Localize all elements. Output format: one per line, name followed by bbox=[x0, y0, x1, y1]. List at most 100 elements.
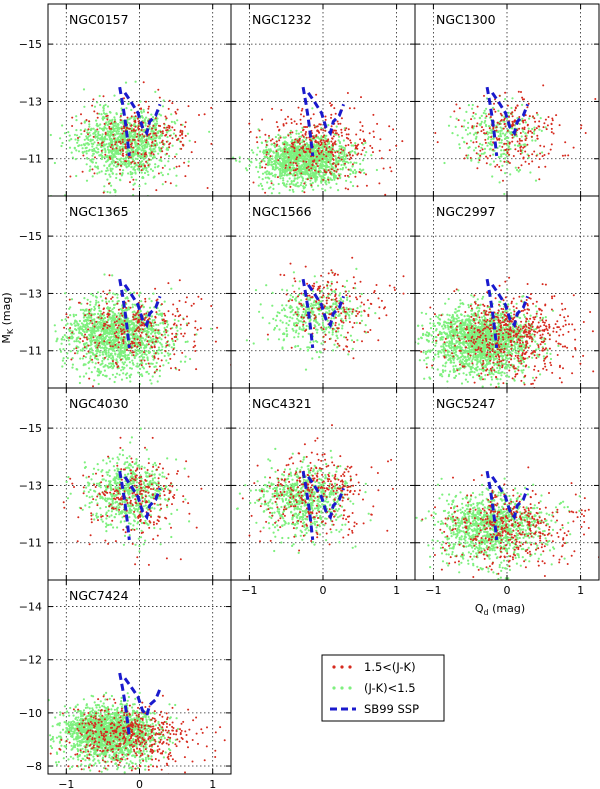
point-red bbox=[506, 104, 509, 107]
point-blue-ish bbox=[110, 141, 113, 144]
point-blue-ish bbox=[154, 332, 157, 335]
point-blue-ish bbox=[92, 132, 95, 135]
point-red bbox=[488, 127, 491, 130]
point-blue-ish bbox=[108, 347, 111, 351]
point-blue-ish bbox=[340, 152, 343, 155]
point-blue-ish bbox=[105, 127, 108, 130]
point-red bbox=[567, 154, 570, 157]
point-red bbox=[382, 167, 385, 170]
point-blue-ish bbox=[126, 118, 129, 121]
point-blue-ish bbox=[456, 134, 459, 137]
point-blue-ish bbox=[62, 348, 65, 351]
point-red bbox=[104, 131, 107, 134]
point-blue-ish bbox=[147, 173, 150, 176]
point-blue-ish bbox=[150, 130, 153, 133]
point-blue-ish bbox=[326, 143, 329, 146]
point-blue-ish bbox=[292, 183, 295, 186]
point-blue-ish bbox=[117, 132, 120, 135]
point-red bbox=[265, 153, 268, 156]
point-red bbox=[544, 165, 547, 168]
point-blue-ish bbox=[121, 135, 124, 138]
point-blue-ish bbox=[506, 144, 509, 147]
point-red bbox=[312, 113, 315, 116]
point-red bbox=[80, 113, 82, 116]
point-blue-ish bbox=[104, 103, 107, 106]
point-red bbox=[484, 141, 487, 144]
point-blue-ish bbox=[365, 151, 368, 154]
point-blue-ish bbox=[297, 145, 300, 148]
point-blue-ish bbox=[175, 174, 178, 177]
point-blue-ish bbox=[155, 124, 158, 127]
point-blue-ish bbox=[74, 158, 77, 161]
point-red bbox=[361, 149, 364, 152]
point-blue-ish bbox=[300, 175, 303, 178]
point-red bbox=[150, 151, 153, 154]
point-red bbox=[167, 107, 170, 110]
point-blue-ish bbox=[104, 172, 107, 176]
point-blue-ish bbox=[94, 303, 97, 306]
point-blue-ish bbox=[325, 160, 328, 163]
point-blue-ish bbox=[80, 144, 83, 147]
point-blue-ish bbox=[113, 154, 116, 157]
point-red bbox=[371, 147, 374, 149]
point-blue-ish bbox=[471, 107, 474, 110]
point-red bbox=[173, 129, 176, 131]
point-blue-ish bbox=[208, 130, 211, 133]
point-blue-ish bbox=[118, 353, 121, 356]
point-blue-ish bbox=[159, 322, 162, 325]
point-blue-ish bbox=[136, 149, 139, 152]
point-red bbox=[472, 111, 475, 114]
point-blue-ish bbox=[132, 167, 135, 170]
point-red bbox=[539, 144, 542, 147]
point-blue-ish bbox=[269, 186, 272, 189]
point-blue-ish bbox=[149, 340, 153, 343]
point-blue-ish bbox=[138, 152, 141, 155]
point-red bbox=[344, 129, 347, 132]
point-blue-ish bbox=[89, 357, 92, 360]
point-blue-ish bbox=[114, 138, 117, 141]
point-red bbox=[301, 147, 304, 150]
point-blue-ish bbox=[375, 168, 378, 172]
point-blue-ish bbox=[462, 125, 465, 128]
point-blue-ish bbox=[75, 174, 78, 178]
point-blue-ish bbox=[71, 357, 74, 360]
point-blue-ish bbox=[279, 161, 282, 164]
point-blue-ish bbox=[186, 132, 190, 135]
point-red bbox=[543, 145, 546, 148]
point-red bbox=[330, 104, 332, 107]
point-blue-ish bbox=[91, 138, 94, 141]
point-red bbox=[531, 131, 534, 134]
point-red bbox=[348, 158, 351, 161]
point-blue-ish bbox=[474, 137, 477, 140]
point-blue-ish bbox=[111, 123, 114, 126]
point-blue-ish bbox=[81, 357, 84, 360]
point-red bbox=[122, 152, 124, 155]
point-red bbox=[137, 120, 140, 123]
point-blue-ish bbox=[534, 139, 537, 142]
point-red bbox=[340, 158, 343, 161]
point-red bbox=[500, 114, 503, 117]
point-blue-ish bbox=[92, 127, 95, 130]
point-blue-ish bbox=[143, 352, 146, 355]
point-blue-ish bbox=[294, 153, 297, 156]
point-blue-ish bbox=[326, 166, 329, 169]
point-blue-ish bbox=[139, 346, 143, 349]
point-blue-ish bbox=[292, 190, 295, 193]
point-red bbox=[121, 132, 124, 135]
point-red bbox=[277, 159, 280, 162]
point-blue-ish bbox=[279, 155, 282, 158]
point-blue-ish bbox=[296, 159, 299, 162]
point-blue-ish bbox=[106, 178, 109, 181]
point-blue-ish bbox=[301, 177, 305, 180]
point-blue-ish bbox=[134, 145, 137, 148]
point-red bbox=[134, 125, 137, 128]
point-blue-ish bbox=[309, 172, 312, 175]
point-red bbox=[258, 129, 261, 132]
point-blue-ish bbox=[321, 145, 324, 148]
point-blue-ish bbox=[109, 332, 112, 335]
point-blue-ish bbox=[137, 371, 140, 374]
point-blue-ish bbox=[160, 159, 163, 163]
point-blue-ish bbox=[304, 173, 307, 176]
point-red bbox=[339, 151, 342, 154]
point-blue-ish bbox=[311, 156, 314, 159]
